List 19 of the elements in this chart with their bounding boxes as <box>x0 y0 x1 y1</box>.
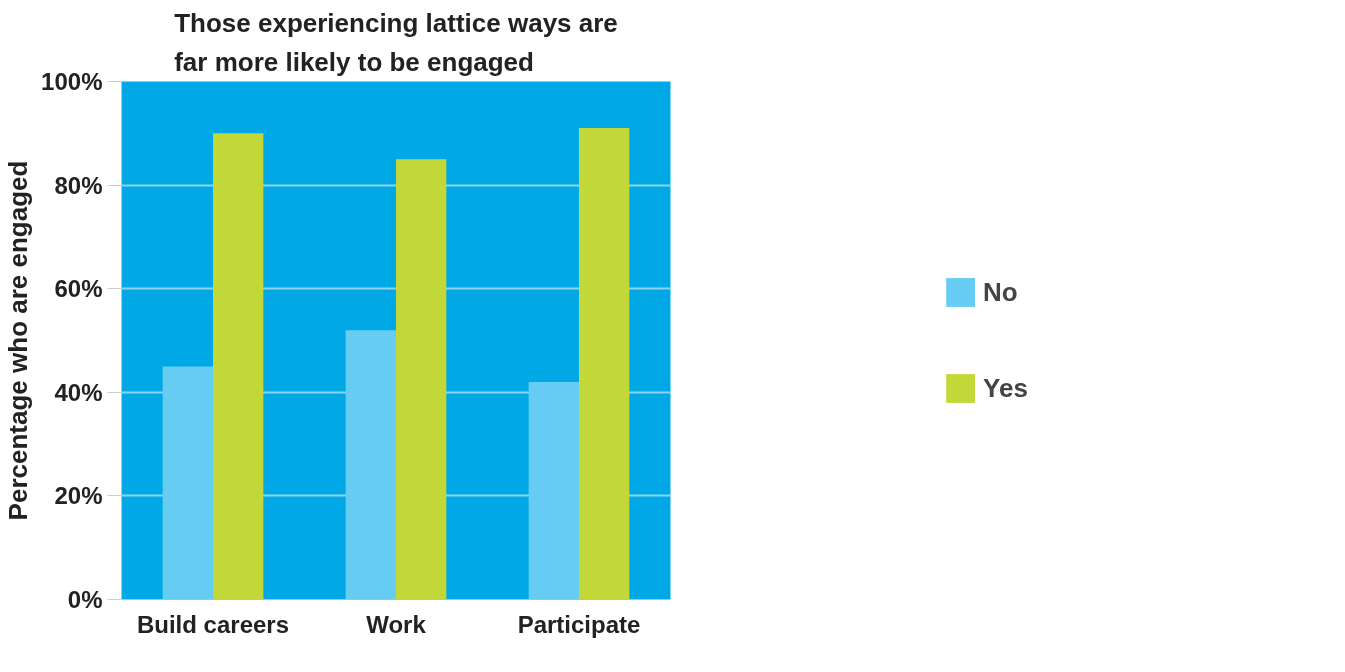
y-tick-label: 100% <box>41 68 103 95</box>
bar <box>213 133 264 600</box>
x-tick-label: Participate <box>517 610 641 638</box>
bar <box>345 330 396 600</box>
chart-title: Those experiencing lattice ways are far more likely to be engaged <box>174 7 618 77</box>
y-tick-label: 40% <box>54 378 103 406</box>
legend-label: No <box>983 276 1018 308</box>
y-tick-label: 80% <box>54 171 103 199</box>
x-tick-label: Work <box>366 610 427 638</box>
y-tick-label: 20% <box>54 482 103 510</box>
bar <box>528 381 579 600</box>
y-tick-label: 0% <box>67 586 103 613</box>
x-tick-label: Build careers <box>136 610 290 638</box>
bar <box>396 159 447 600</box>
legend-label: Yes <box>983 372 1028 404</box>
bar <box>579 128 630 600</box>
bar <box>162 366 213 600</box>
y-tick-label: 60% <box>54 275 103 303</box>
y-axis-title: Percentage who are engaged <box>3 160 34 521</box>
